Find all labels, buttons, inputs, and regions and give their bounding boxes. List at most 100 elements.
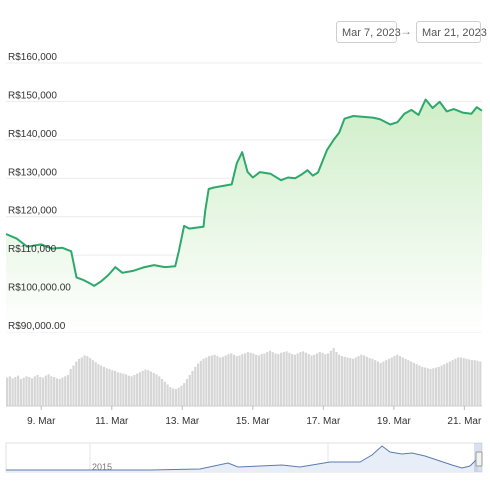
price-area [5,98,483,332]
volume-bar [335,352,338,406]
volume-bar [188,374,191,406]
volume-bar [94,362,97,406]
volume-bar [75,361,78,406]
volume-bar [241,354,244,406]
volume-bar [255,354,258,406]
volume-bar [446,362,449,406]
volume-bar [155,374,158,406]
volume-bar [100,365,103,406]
volume-bar [404,358,407,406]
volume-bar [321,352,324,406]
y-tick-label: R$110,000 [8,244,57,255]
date-range-start[interactable]: Mar 7, 2023 [336,21,401,43]
volume-bar [423,367,427,406]
x-tick-label: 17. Mar [306,416,341,427]
volume-bar [457,357,460,406]
volume-bar [55,378,58,406]
volume-bar [318,352,321,406]
volume-bar [230,353,233,406]
volume-bar [263,353,266,406]
volume-bar [172,388,175,406]
volume-bar [410,361,413,406]
range-navigator[interactable]: 20152020 [5,442,483,473]
x-tick-label: 11. Mar [95,416,129,427]
volume-bar [451,360,454,406]
navigator-line [6,445,479,471]
volume-bar [147,370,150,406]
x-axis-labels: 9. Mar 11. Mar 13. Mar 15. Mar 17. Mar 19. Ma… [6,405,482,427]
volume-bar [340,356,344,406]
navigator-handle[interactable] [475,451,483,467]
volume-bar [113,370,117,406]
volume-bar [191,370,194,406]
volume-bar [205,357,208,406]
volume-bar [285,351,288,406]
volume-bar [296,353,299,406]
volume-bar [376,361,380,406]
volume-bar [169,387,172,406]
volume-bar [127,375,130,406]
volume-bar [11,378,14,406]
volume-bar [202,358,205,406]
volume-bar [299,352,302,406]
volume-bar [133,374,136,406]
volume-bar [415,364,418,406]
volume-bar [279,352,283,406]
volume-bar [183,383,186,406]
volume-bar [448,361,451,406]
volume-bar [47,374,50,406]
volume-bar [50,376,53,406]
volume-bar [36,374,39,406]
volume-bar [180,385,183,406]
volume-bar [260,354,263,406]
y-tick-label: R$120,000 [8,206,57,217]
volume-bar [371,358,374,406]
volume-bar [33,376,36,406]
volume-bar [407,360,410,406]
volume-bar [468,359,471,406]
date-range-end[interactable]: Mar 21, 2023 [416,21,487,43]
volume-bar [19,379,23,406]
volume-bars [6,348,482,406]
volume-bar [327,353,330,406]
x-tick-label: 9. Mar [27,416,56,427]
volume-bar [302,351,305,406]
volume-bar [401,357,404,406]
volume-bar [130,376,133,406]
volume-bar [307,354,310,406]
volume-bar [86,356,89,406]
volume-bar [440,365,443,406]
volume-bar [105,368,108,406]
x-tick-label: 19. Mar [377,416,412,427]
volume-bar [257,355,261,406]
volume-bar [418,365,421,406]
volume-bar [363,355,366,406]
volume-bar [291,354,294,406]
volume-bar [216,356,219,406]
volume-bar [25,376,28,406]
volume-bar [53,377,56,406]
navigator-tick-label: 2015 [92,462,112,472]
volume-bar [22,377,25,406]
price-area-fill [6,99,482,332]
volume-bar [17,375,20,406]
volume-bar [252,353,255,406]
volume-bar [89,358,92,406]
volume-bar [274,353,277,406]
volume-bar [194,366,197,406]
x-tick-label: 15. Mar [236,416,271,427]
volume-bar [244,353,247,406]
volume-bar [8,376,11,406]
volume-bar [338,354,341,406]
volume-bar [138,372,142,406]
volume-bar [426,368,429,406]
volume-bar [119,372,122,406]
y-tick-label: R$160,000 [8,52,57,63]
volume-bar [360,354,363,406]
volume-bar [387,358,391,406]
volume-bar [313,354,316,406]
volume-bar [64,376,67,406]
volume-bar [41,377,45,406]
volume-bar [429,368,432,406]
